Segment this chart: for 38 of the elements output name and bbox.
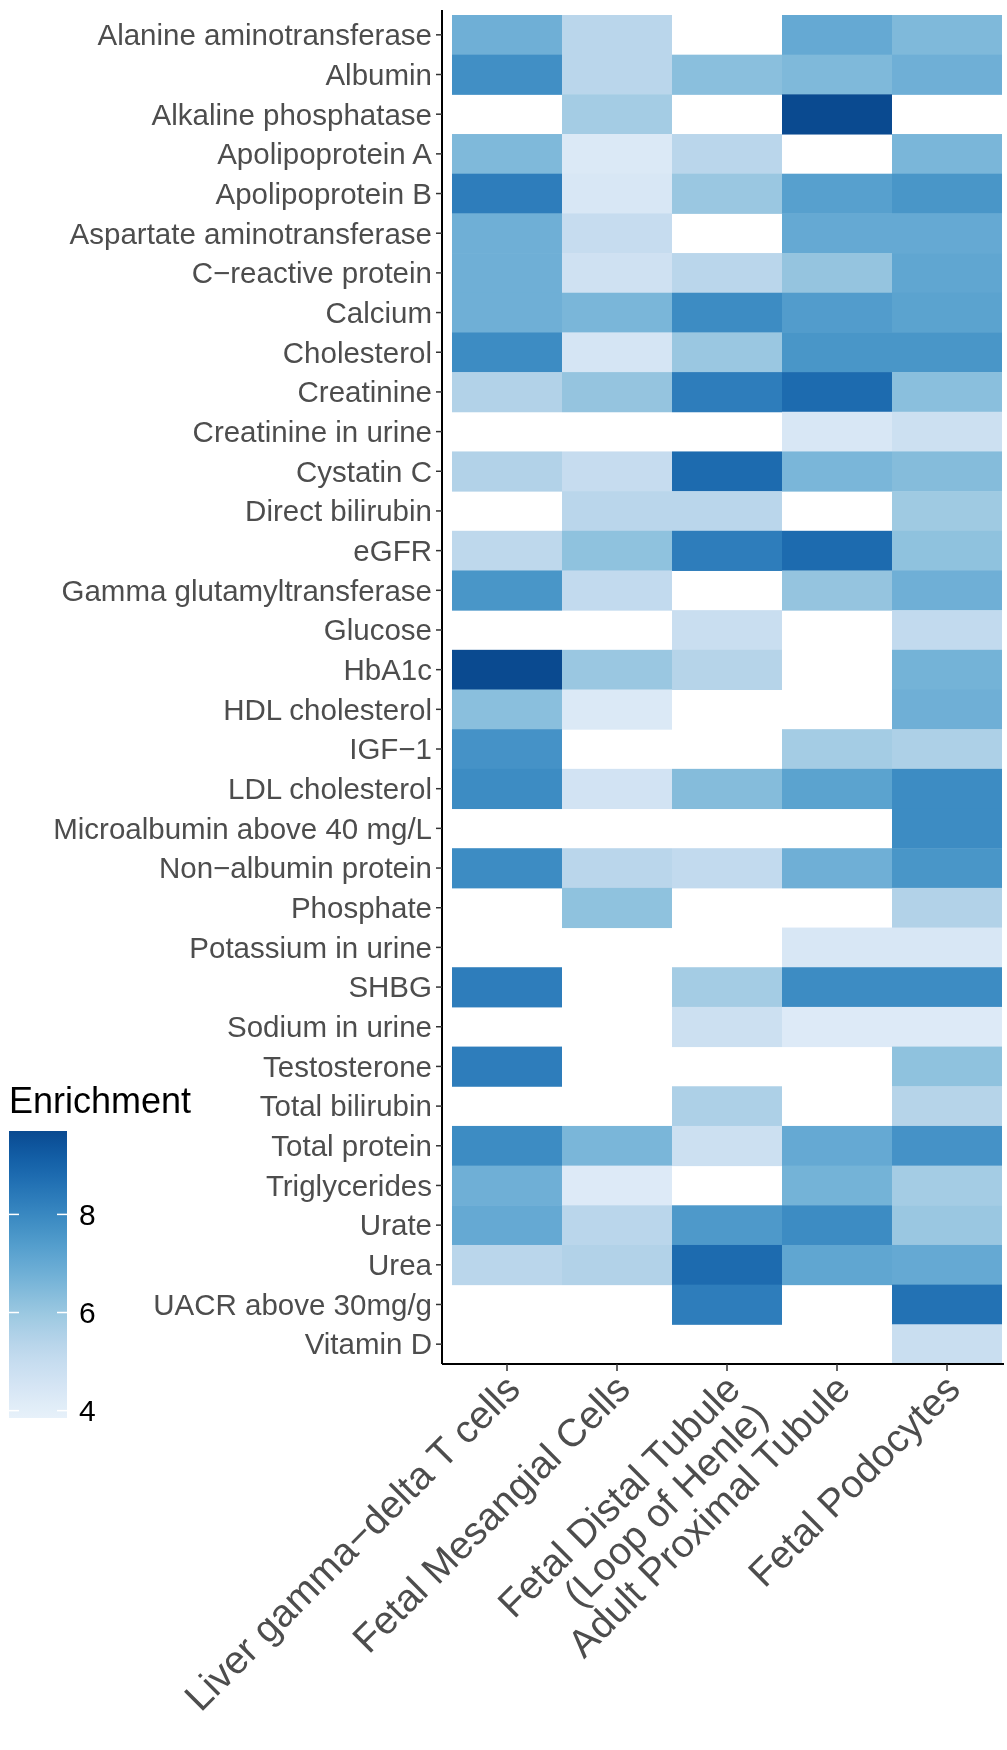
y-tick-label: Phosphate <box>290 891 432 925</box>
y-tick-label: Microalbumin above 40 mg/L <box>53 811 432 845</box>
y-tick-label: IGF−1 <box>349 732 432 766</box>
y-tick-label: UACR above 30mg/g <box>153 1287 432 1321</box>
y-tick-label: C−reactive protein <box>191 256 432 290</box>
y-tick-label: Alkaline phosphatase <box>151 97 432 131</box>
y-tick-label: Cholesterol <box>282 335 432 369</box>
y-tick-label: Potassium in urine <box>189 930 432 964</box>
color-bar-label: 4 <box>79 1394 96 1428</box>
y-tick-label: Sodium in urine <box>227 1010 432 1044</box>
y-tick-label: SHBG <box>348 970 432 1004</box>
color-bar-title: Enrichment <box>9 1080 192 1121</box>
y-tick-label: Total protein <box>271 1129 432 1163</box>
y-tick-label: Gamma glutamyltransferase <box>61 573 432 607</box>
y-tick-label: Cystatin C <box>295 454 432 488</box>
y-tick-label: Triglycerides <box>265 1168 432 1202</box>
y-tick-label: Albumin <box>325 57 432 91</box>
y-tick-label: Aspartate aminotransferase <box>69 216 432 250</box>
color-bar-label: 8 <box>79 1197 96 1231</box>
y-tick-label: Total bilirubin <box>259 1089 432 1123</box>
y-tick-label: HbA1c <box>343 652 432 686</box>
y-tick-label: Non−albumin protein <box>158 851 432 885</box>
y-tick-label: Creatinine in urine <box>192 414 432 448</box>
color-bar-label: 6 <box>79 1296 96 1330</box>
y-tick-label: Urate <box>359 1208 432 1242</box>
y-tick-label: LDL cholesterol <box>228 772 432 806</box>
y-tick-label: HDL cholesterol <box>223 692 432 726</box>
y-tick-label: eGFR <box>353 533 432 567</box>
y-tick-label: Testosterone <box>263 1049 432 1083</box>
y-tick-label: Direct bilirubin <box>245 494 432 528</box>
y-tick-label: Alanine aminotransferase <box>97 18 432 52</box>
y-tick-label: Apolipoprotein A <box>217 137 433 171</box>
y-tick-label: Vitamin D <box>304 1327 432 1361</box>
y-tick-label: Apolipoprotein B <box>215 176 432 210</box>
y-tick-label: Urea <box>368 1248 433 1282</box>
y-tick-label: Creatinine <box>297 375 432 409</box>
y-tick-label: Glucose <box>323 613 432 647</box>
y-tick-label: Calcium <box>325 295 432 329</box>
